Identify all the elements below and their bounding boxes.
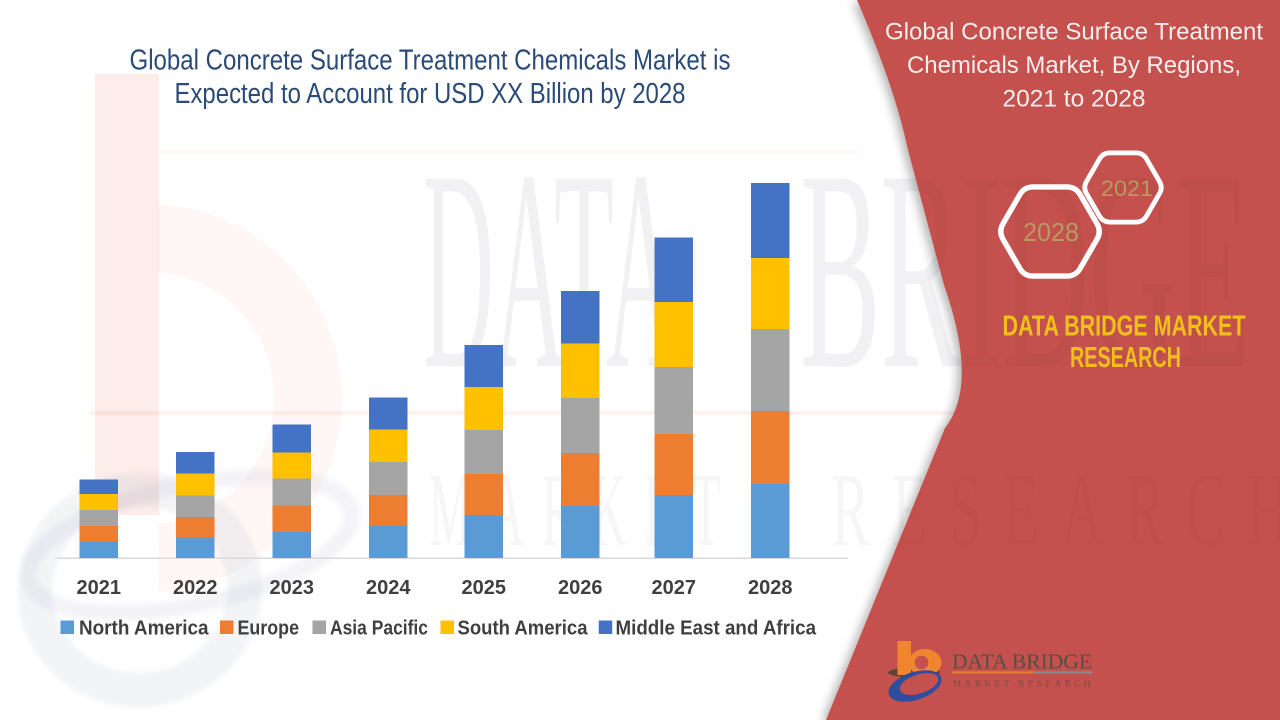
svg-text:Middle East and Africa: Middle East and Africa <box>616 618 817 640</box>
svg-text:2028: 2028 <box>1023 217 1079 247</box>
svg-text:2026: 2026 <box>558 577 603 599</box>
svg-text:DATA: DATA <box>423 111 677 428</box>
svg-text:2021: 2021 <box>1101 176 1153 201</box>
svg-text:2021: 2021 <box>77 577 122 599</box>
svg-text:2021 to 2028: 2021 to 2028 <box>1003 86 1146 113</box>
svg-text:Global Concrete Surface Treatm: Global Concrete Surface Treatment <box>885 19 1263 46</box>
svg-text:2024: 2024 <box>366 577 411 599</box>
svg-text:Expected to Account for USD XX: Expected to Account for USD XX Billion b… <box>175 78 686 110</box>
svg-text:MARKET RESEARCH: MARKET RESEARCH <box>953 679 1094 689</box>
svg-text:South America: South America <box>458 618 589 640</box>
svg-text:DATA BRIDGE MARKET: DATA BRIDGE MARKET <box>1003 311 1246 343</box>
svg-text:2022: 2022 <box>173 577 218 599</box>
svg-text:DATA BRIDGE: DATA BRIDGE <box>952 650 1092 674</box>
svg-text:Global Concrete Surface Treatm: Global Concrete Surface Treatment Chemic… <box>130 45 731 77</box>
svg-text:Chemicals Market, By Regions,: Chemicals Market, By Regions, <box>907 52 1241 79</box>
svg-text:RESEARCH: RESEARCH <box>1070 342 1181 374</box>
svg-text:Asia Pacific: Asia Pacific <box>330 618 428 640</box>
svg-text:Europe: Europe <box>238 618 300 640</box>
svg-text:2028: 2028 <box>748 577 793 599</box>
svg-text:2025: 2025 <box>462 577 507 599</box>
svg-text:2023: 2023 <box>270 577 315 599</box>
svg-text:North America: North America <box>79 618 209 640</box>
svg-text:2027: 2027 <box>652 577 697 599</box>
